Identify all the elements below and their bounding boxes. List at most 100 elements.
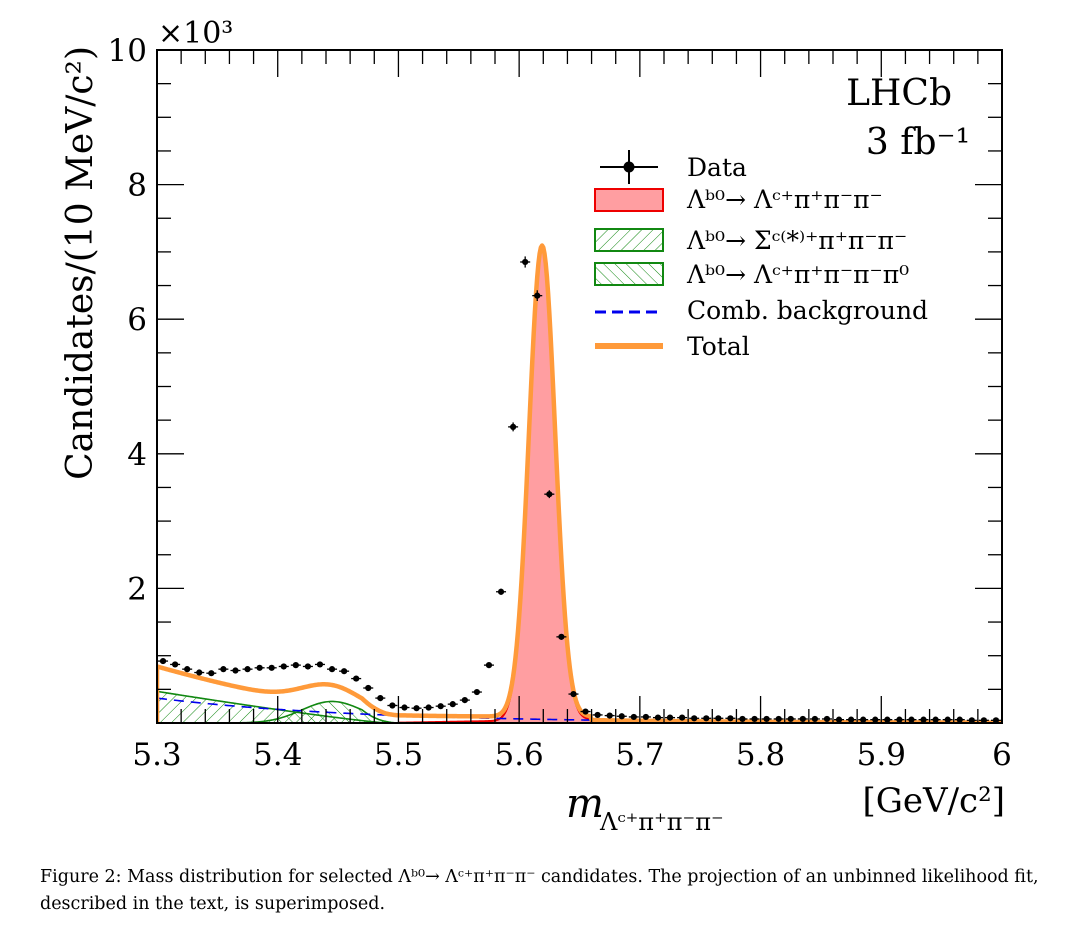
data-point: [966, 717, 977, 723]
data-point-marker: [727, 715, 734, 722]
data-point: [628, 713, 639, 721]
data-point-marker: [920, 716, 927, 723]
data-point-marker: [956, 716, 963, 723]
data-point: [278, 663, 289, 670]
data-point-marker: [944, 716, 951, 723]
y-tick-label: 10: [108, 33, 147, 69]
caption-text: Mass distribution for selected Λᵇ⁰→ Λᶜ⁺π…: [40, 867, 1039, 914]
data-point-marker: [510, 423, 517, 430]
legend-swatch-sigma-c: [594, 228, 664, 252]
legend-swatch-signal: [594, 188, 664, 212]
data-point-marker: [799, 715, 806, 723]
x-axis-unit: [GeV/c²]: [863, 781, 1006, 821]
data-point: [737, 715, 748, 723]
data-point-marker: [570, 690, 577, 698]
data-point-marker: [896, 716, 903, 723]
data-point-marker: [848, 716, 855, 723]
data-point: [363, 684, 374, 692]
x-tick-label: 5.8: [736, 737, 785, 773]
data-point: [725, 715, 736, 722]
data-point: [230, 667, 241, 674]
data-point-marker: [220, 666, 227, 673]
data-point: [761, 715, 772, 723]
x-tick-label: 5.3: [132, 737, 181, 773]
data-point-marker: [703, 715, 710, 722]
data-point-marker: [280, 663, 287, 670]
data-point: [182, 666, 193, 673]
data-point-marker: [196, 669, 203, 676]
data-point: [701, 715, 712, 722]
data-point-marker: [244, 666, 251, 673]
y-multiplier: ×10³: [158, 16, 233, 51]
data-point-marker: [401, 704, 408, 711]
data-point: [290, 662, 301, 669]
data-point: [423, 704, 434, 711]
y-tick-label: 2: [127, 571, 147, 607]
data-point-marker: [642, 713, 649, 721]
data-point-marker: [666, 714, 674, 721]
x-axis-subscript: Λᶜ⁺π⁺π⁻π⁻: [599, 808, 724, 836]
data-point-marker: [835, 716, 843, 723]
x-tick-label: 5.4: [253, 737, 302, 773]
data-point-marker: [353, 675, 360, 682]
data-point-marker: [932, 716, 939, 723]
legend-label-signal: Λᵇ⁰→ Λᶜ⁺π⁺π⁻π⁻: [686, 185, 883, 214]
data-point: [580, 708, 591, 715]
data-point: [544, 490, 555, 499]
data-point-marker: [449, 701, 456, 708]
data-point: [665, 714, 676, 721]
data-point: [834, 716, 845, 723]
data-point-marker: [811, 715, 818, 723]
legend-entry-data: Data: [600, 150, 747, 184]
data-point: [749, 715, 760, 723]
data-point-marker: [292, 662, 299, 669]
data-point: [508, 422, 519, 432]
x-axis-variable: m: [566, 781, 604, 827]
data-point-marker: [630, 713, 637, 721]
data-point: [483, 662, 494, 669]
legend-entry-total: Total: [595, 332, 750, 361]
data-point-marker: [992, 717, 1000, 723]
data-point: [254, 664, 265, 671]
legend-label-comb: Comb. background: [687, 296, 928, 325]
data-point: [206, 670, 217, 677]
data-point-marker: [691, 715, 698, 722]
x-axis-label: m Λᶜ⁺π⁺π⁻π⁻: [566, 781, 724, 836]
data-point-marker: [268, 664, 275, 671]
data-point-marker: [968, 717, 975, 723]
y-tick-label: 8: [127, 168, 147, 204]
data-point: [520, 256, 531, 268]
legend-label-total: Total: [687, 332, 750, 361]
data-point: [158, 657, 169, 665]
x-tick-label: 6: [992, 737, 1012, 773]
data-point-marker: [485, 662, 493, 669]
data-point: [568, 690, 579, 698]
data-point-marker: [256, 664, 263, 671]
data-point: [266, 664, 277, 671]
data-point-marker: [715, 715, 722, 722]
x-tick-label: 5.7: [615, 737, 664, 773]
data-point: [797, 715, 808, 723]
data-point: [532, 290, 543, 302]
data-point-marker: [473, 688, 480, 696]
data-point-marker: [582, 708, 589, 715]
data-point: [339, 668, 350, 675]
legend-data-marker: [623, 161, 635, 173]
data-point: [242, 666, 253, 673]
data-point-marker: [425, 704, 432, 711]
data-point: [821, 715, 832, 723]
legend-entry-signal: Λᵇ⁰→ Λᶜ⁺π⁺π⁻π⁻: [594, 185, 883, 214]
legend-entry-comb: Comb. background: [595, 296, 928, 325]
luminosity-label: 3 fb⁻¹: [866, 122, 970, 163]
data-point: [170, 661, 181, 668]
data-point-marker: [980, 717, 987, 723]
data-point: [930, 716, 941, 723]
data-point-marker: [497, 588, 505, 595]
data-point-marker: [328, 666, 336, 673]
data-point: [677, 714, 688, 721]
data-point-marker: [304, 663, 311, 670]
data-point: [447, 701, 458, 708]
data-point: [773, 715, 784, 723]
data-point-marker: [437, 703, 444, 710]
data-point-marker: [558, 633, 565, 640]
